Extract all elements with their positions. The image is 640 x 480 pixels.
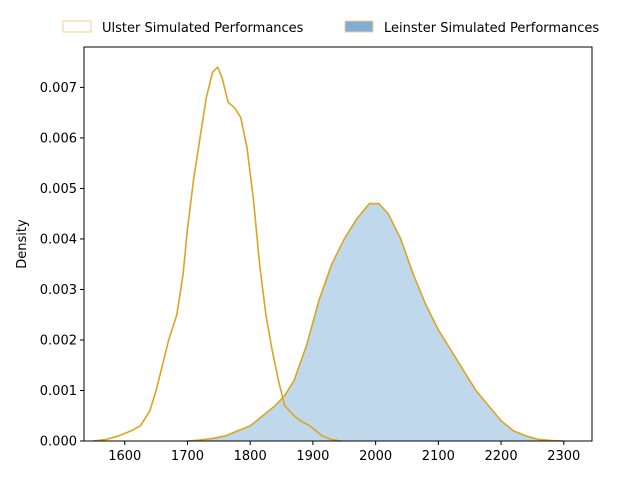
y-tick-label: 0.001	[40, 384, 77, 399]
plot-lines	[93, 66, 564, 442]
legend-label-1: Leinster Simulated Performances	[384, 21, 599, 36]
y-axis: 0.000 0.001 0.002 0.003 0.004 0.005 0.006 0.007	[40, 81, 84, 450]
y-tick-label: 0.000	[40, 435, 77, 450]
x-tick-label: 1900	[296, 449, 329, 464]
y-axis-label: Density	[15, 219, 30, 269]
y-tick-label: 0.002	[40, 333, 77, 348]
legend: Ulster Simulated Performances Leinster Si…	[62, 20, 599, 36]
x-tick-label: 2200	[485, 449, 518, 464]
plot-fills	[187, 203, 564, 441]
y-tick-label: 0.006	[40, 131, 77, 146]
legend-swatch-1	[344, 20, 374, 33]
y-tick-label: 0.005	[40, 182, 77, 197]
y-tick-label: 0.004	[40, 232, 77, 247]
series-line-0	[93, 66, 342, 442]
plot-frame	[83, 46, 593, 442]
y-tick-label: 0.007	[40, 81, 77, 96]
x-tick-label: 1800	[234, 449, 267, 464]
series-line-1	[187, 202, 564, 442]
series-area-1	[187, 203, 564, 441]
y-tick-label: 0.003	[40, 283, 77, 298]
legend-swatch-0	[62, 20, 92, 33]
x-tick-label: 2300	[547, 449, 580, 464]
x-tick-label: 2000	[359, 449, 392, 464]
x-tick-label: 1600	[108, 449, 141, 464]
legend-label-0: Ulster Simulated Performances	[102, 21, 304, 36]
x-tick-label: 2100	[422, 449, 455, 464]
x-axis: 1600 1700 1800 1900 2000 2100 2200 2300	[108, 441, 580, 464]
x-tick-label: 1700	[171, 449, 204, 464]
